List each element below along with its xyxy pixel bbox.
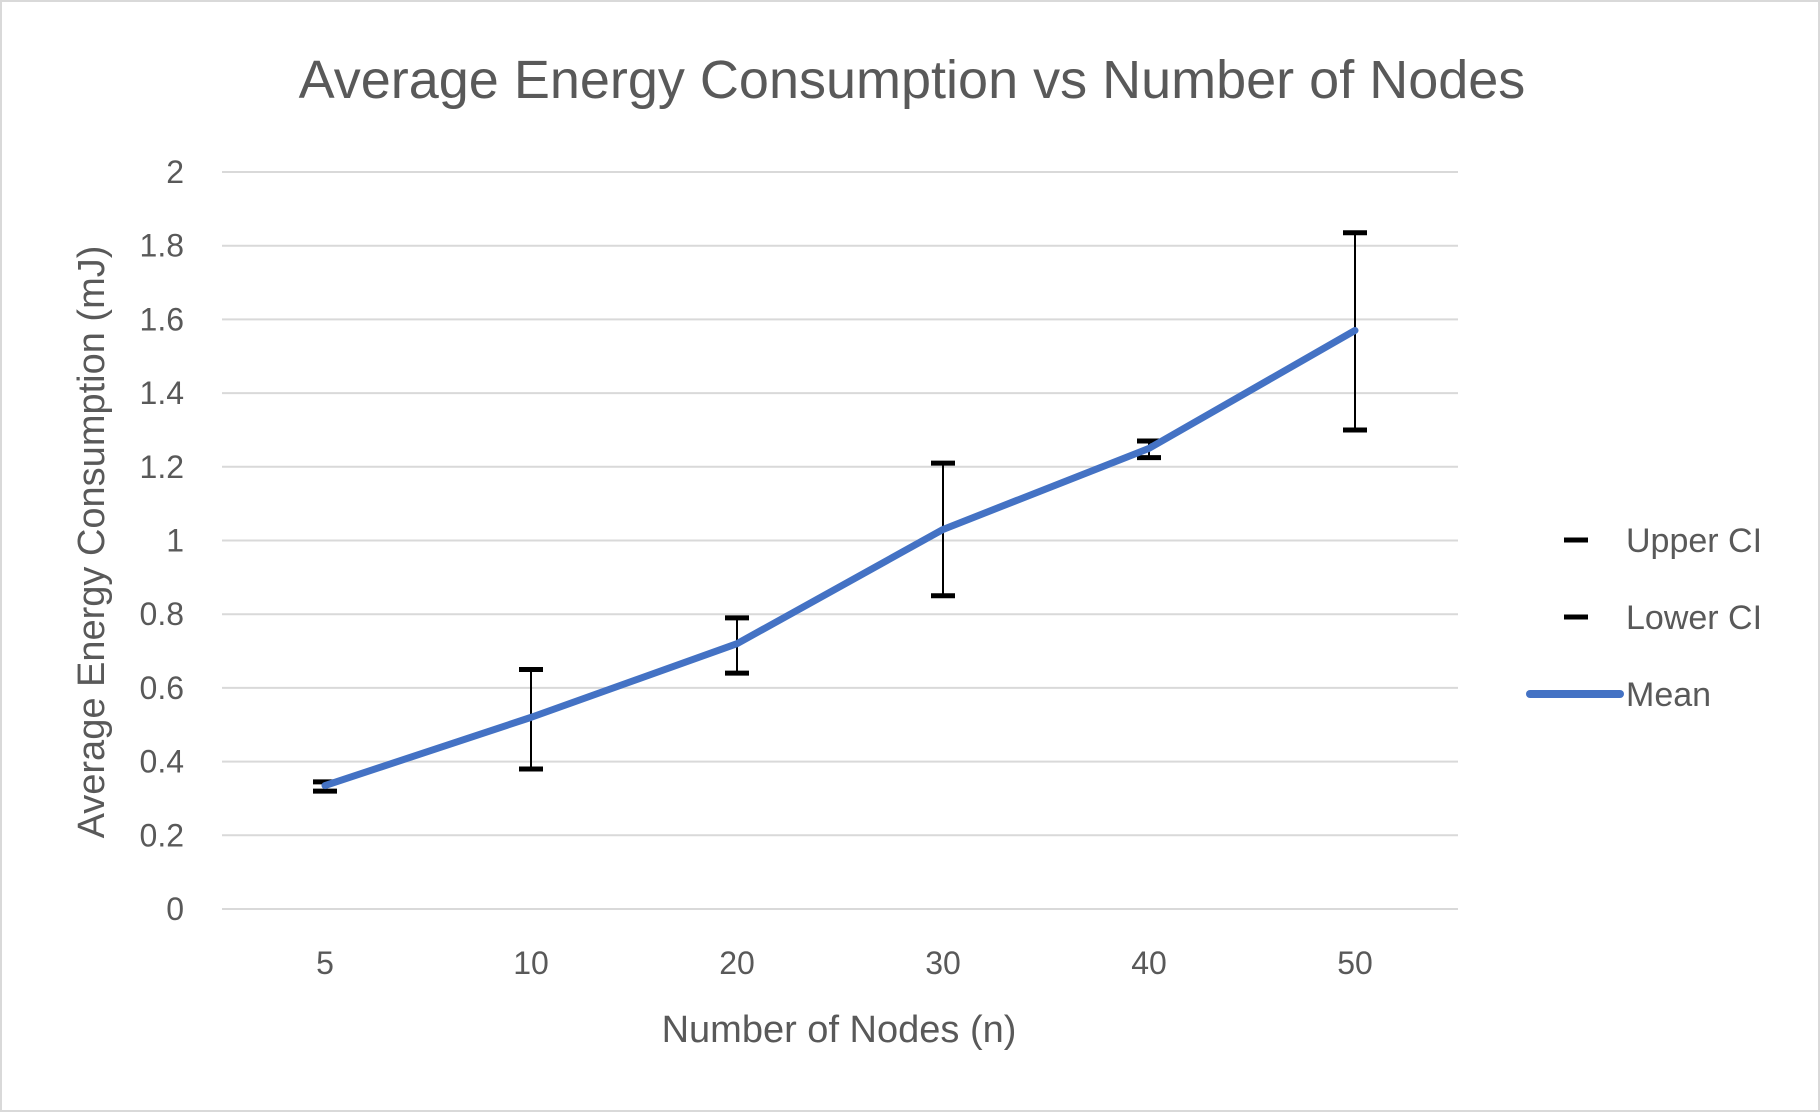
y-tick-label: 1	[166, 523, 184, 559]
y-tick-label: 0.8	[140, 596, 184, 632]
mean-series	[321, 326, 1359, 790]
x-axis-title: Number of Nodes (n)	[662, 1009, 1017, 1051]
y-axis-ticks: 0 0.2 0.4 0.6 0.8 1 1.2 1.4 1.6 1.8 2	[140, 154, 184, 927]
y-tick-label: 2	[166, 154, 184, 190]
y-axis-title: Average Energy Consumption (mJ)	[71, 246, 113, 839]
chart-title: Average Energy Consumption vs Number of …	[299, 50, 1526, 110]
y-tick-label: 1.6	[140, 301, 184, 337]
x-tick-label: 40	[1131, 945, 1167, 981]
error-bars	[313, 230, 1367, 794]
x-tick-label: 5	[316, 945, 334, 981]
x-tick-label: 10	[513, 945, 549, 981]
y-tick-label: 0	[166, 891, 184, 927]
x-tick-label: 30	[925, 945, 961, 981]
gridlines	[222, 171, 1458, 910]
y-tick-label: 1.2	[140, 449, 184, 485]
legend: Upper CI Lower CI Mean	[1526, 522, 1762, 714]
y-tick-label: 0.4	[140, 744, 184, 780]
legend-upper-ci-label: Upper CI	[1626, 522, 1762, 560]
mean-line	[321, 326, 1359, 790]
y-tick-label: 0.2	[140, 817, 184, 853]
x-tick-label: 50	[1337, 945, 1373, 981]
y-tick-label: 1.4	[140, 375, 184, 411]
legend-mean-label: Mean	[1626, 676, 1711, 714]
legend-lower-ci-label: Lower CI	[1626, 599, 1762, 637]
x-tick-label: 20	[719, 945, 755, 981]
y-tick-label: 0.6	[140, 670, 184, 706]
y-tick-label: 1.8	[140, 228, 184, 264]
x-axis-ticks: 5 10 20 30 40 50	[316, 945, 1373, 981]
